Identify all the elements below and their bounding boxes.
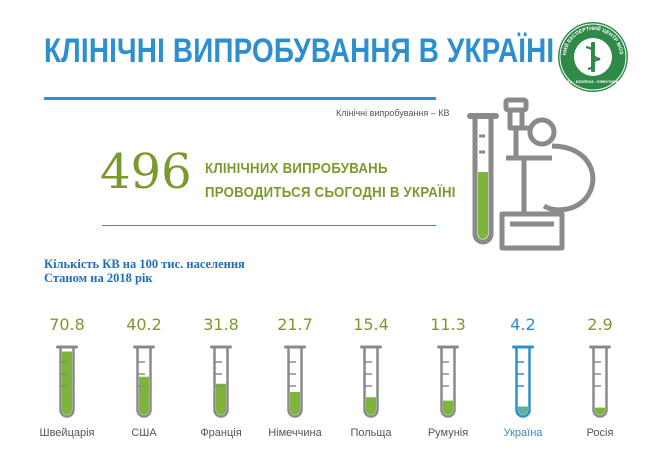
category-label: США — [131, 427, 157, 439]
abbreviation-note: Клінічні випробування – КВ — [336, 108, 450, 118]
tube-outline — [213, 347, 229, 418]
tube-outline — [363, 347, 379, 418]
tube-outline — [592, 347, 608, 418]
chart-subtitle: Станом на 2018 рік — [44, 271, 153, 285]
tube-outline — [440, 347, 456, 418]
value-label: 15.4 — [353, 315, 389, 334]
category-label: Росія — [587, 427, 614, 439]
value-label: 4.2 — [510, 315, 535, 334]
headline-divider — [102, 225, 436, 226]
category-label: Україна — [504, 427, 544, 439]
lab-illustration-icon — [467, 97, 596, 251]
bar — [518, 406, 528, 415]
test-tube-chart: 70.8 Швейцарія 40.2 США 31.8 Франція 21.7 Німеч… — [40, 315, 614, 439]
category-label: Швейцарія — [40, 427, 95, 439]
tube-outline — [287, 347, 303, 418]
value-label: 31.8 — [203, 315, 239, 334]
bar — [139, 376, 149, 415]
value-label: 11.3 — [430, 315, 466, 334]
bar — [443, 400, 453, 415]
category-label: Німеччина — [268, 427, 322, 439]
tube-outline — [59, 347, 75, 418]
value-label: 40.2 — [126, 315, 162, 334]
microscope-icon — [499, 97, 596, 251]
title-divider — [44, 97, 436, 100]
trial-count: 496 — [100, 144, 192, 200]
category-label: Польща — [350, 427, 392, 439]
bar — [366, 397, 376, 415]
logo-emblem: ДЕРЖАВНИЙ ЕКСПЕРТНИЙ ЦЕНТР МОЗ УКРАЇНИ Я… — [556, 20, 628, 92]
value-label: 21.7 — [277, 315, 313, 334]
chart-title: Кількість КВ на 100 тис. населення — [44, 257, 245, 271]
page-title: КЛІНІЧНІ ВИПРОБУВАННЯ В УКРАЇНІ — [44, 32, 555, 70]
category-label: Румунія — [428, 427, 468, 439]
test-tube-icon — [467, 113, 499, 245]
logo-bottom-text: ЯКІСТЬ · БЕЗПЕКА · ЕФЕКТИВНІСТЬ — [559, 80, 628, 84]
bar — [595, 407, 605, 415]
headline-line-1: КЛІНІЧНИХ ВИПРОБУВАНЬ — [205, 160, 388, 177]
value-label: 70.8 — [49, 315, 85, 334]
tube-outline — [515, 347, 531, 418]
bar — [62, 351, 72, 415]
bar — [216, 383, 226, 415]
tube-outline — [136, 347, 152, 418]
headline-line-2: ПРОВОДИТЬСЯ СЬОГОДНІ В УКРАЇНІ — [205, 184, 456, 201]
bar — [290, 392, 300, 415]
category-label: Франція — [200, 427, 241, 439]
value-label: 2.9 — [587, 315, 612, 334]
